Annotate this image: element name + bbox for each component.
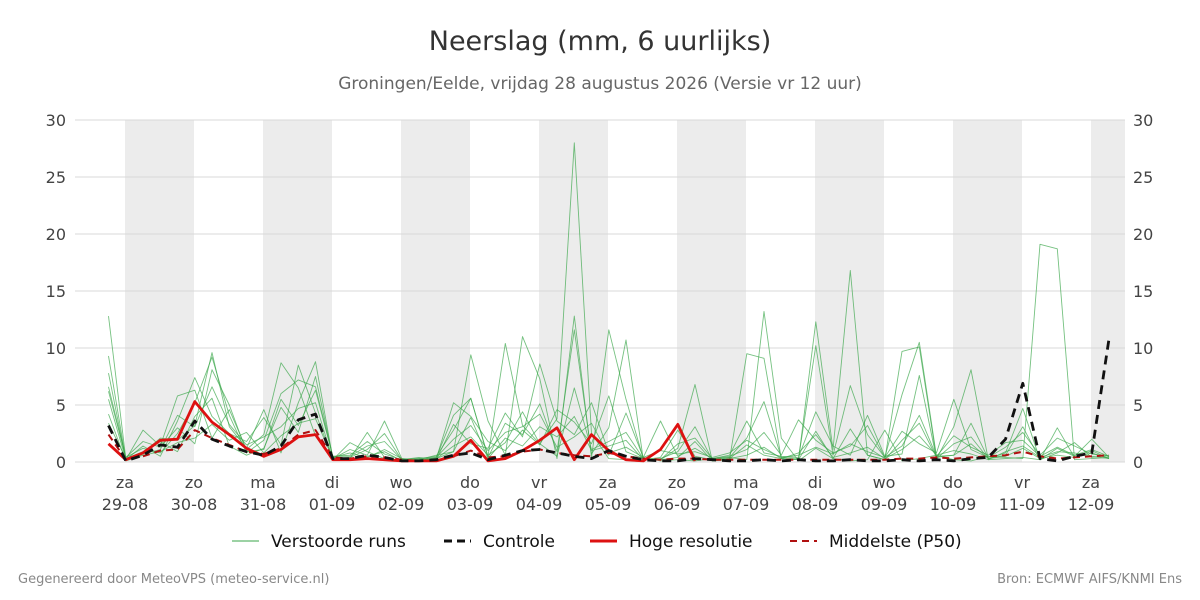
x-tick-day: ma [733,473,758,492]
x-tick-day: zo [668,473,686,492]
y-tick-label-left: 25 [46,168,66,187]
x-tick-day: di [808,473,823,492]
x-tick-date: 03-09 [447,495,494,514]
y-tick-label-left: 0 [56,453,66,472]
x-tick-day: za [116,473,134,492]
y-tick-label-right: 5 [1133,396,1143,415]
ensemble-member-line [108,369,1110,461]
x-tick-day: di [325,473,340,492]
x-tick-date: 01-09 [309,495,356,514]
ensemble-member-line [108,329,1110,461]
main-series [107,338,1111,463]
legend-label: Controle [483,532,555,552]
x-tick-date: 04-09 [516,495,563,514]
x-tick-date: 29-08 [102,495,149,514]
x-tick-day: ma [250,473,275,492]
legend-label: Middelste (P50) [829,532,962,552]
y-tick-label-right: 25 [1133,168,1153,187]
x-tick-day: zo [185,473,203,492]
legend-label: Hoge resolutie [629,532,753,552]
x-tick-date: 11-09 [999,495,1046,514]
x-tick-day: za [599,473,617,492]
x-tick-day: do [460,473,480,492]
ensemble-member-line [108,373,1110,462]
y-tick-label-right: 15 [1133,282,1153,301]
y-tick-label-right: 0 [1133,453,1143,472]
footer-credit: Gegenereerd door MeteoVPS (meteo-service… [18,572,330,587]
x-tick-day: wo [390,473,413,492]
y-tick-label-right: 30 [1133,111,1153,130]
x-tick-day: do [943,473,963,492]
x-tick-date: 06-09 [654,495,701,514]
chart-title: Neerslag (mm, 6 uurlijks) [429,26,771,57]
x-tick-date: 30-08 [171,495,218,514]
x-tick-date: 08-09 [792,495,839,514]
chart-subtitle: Groningen/Eelde, vrijdag 28 augustus 202… [338,74,862,94]
footer-source: Bron: ECMWF AIFS/KNMI Ens [997,572,1182,587]
x-tick-day: za [1082,473,1100,492]
series-line-controle [107,338,1111,463]
x-axis: za 29-08 zo 30-08 ma 31-08 di 01-09 wo 02-09 do 03-… [102,473,1115,514]
ensemble-member-line [108,387,1110,462]
x-tick-date: 12-09 [1068,495,1115,514]
x-tick-day: vr [531,473,547,492]
y-tick-label-right: 10 [1133,339,1153,358]
precipitation-chart: Neerslag (mm, 6 uurlijks) Groningen/Eeld… [46,26,1154,552]
x-tick-day: vr [1014,473,1030,492]
y-axis: 0 0 5 5 10 10 15 15 20 20 25 25 30 30 [46,111,1154,472]
y-tick-label-left: 15 [46,282,66,301]
x-tick-date: 09-09 [861,495,908,514]
y-tick-label-left: 30 [46,111,66,130]
y-tick-label-left: 10 [46,339,66,358]
x-tick-date: 05-09 [585,495,632,514]
legend-label: Verstoorde runs [271,532,406,552]
y-tick-label-right: 20 [1133,225,1153,244]
x-tick-date: 02-09 [378,495,425,514]
legend: Verstoorde runs Controle Hoge resolutie Mid… [232,532,962,552]
x-tick-date: 10-09 [930,495,977,514]
y-tick-label-left: 20 [46,225,66,244]
y-tick-label-left: 5 [56,396,66,415]
x-tick-date: 31-08 [240,495,287,514]
x-tick-day: wo [873,473,896,492]
x-tick-date: 07-09 [723,495,770,514]
ensemble-member-line [108,270,1110,462]
